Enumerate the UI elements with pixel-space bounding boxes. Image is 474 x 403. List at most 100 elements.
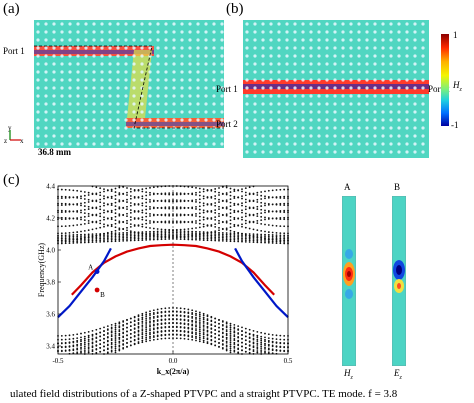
- bulk-band-point: [210, 342, 213, 345]
- bulk-band-point: [87, 235, 90, 237]
- bulk-band-point: [279, 232, 282, 235]
- bulk-band-point: [225, 340, 228, 343]
- bulk-band-point: [202, 211, 205, 214]
- bulk-band-point: [244, 222, 247, 225]
- bulk-band-point: [221, 235, 224, 237]
- bulk-band-point: [175, 337, 178, 340]
- bulk-band-point: [264, 344, 266, 346]
- bulk-band-point: [275, 224, 278, 227]
- bulk-band-point: [91, 221, 94, 224]
- bulk-band-point: [91, 193, 94, 196]
- bulk-band-point: [267, 203, 270, 205]
- bulk-band-point: [221, 320, 224, 323]
- bulk-band-point: [137, 236, 140, 238]
- bulk-band-point: [248, 351, 251, 354]
- bulk-band-point: [114, 215, 117, 218]
- bulk-band-point: [64, 204, 67, 206]
- colorbar-min: -1: [451, 120, 459, 130]
- bulk-band-point: [156, 233, 159, 236]
- bulk-band-point: [64, 242, 67, 245]
- bulk-band-point: [137, 239, 140, 242]
- bulk-band-point: [221, 207, 224, 210]
- bulk-band-point: [233, 195, 236, 198]
- bulk-band-point: [175, 221, 178, 224]
- inset-b-label: B: [394, 182, 401, 192]
- bulk-band-point: [279, 338, 282, 341]
- bulk-band-point: [233, 349, 236, 352]
- bulk-band-point: [225, 345, 228, 348]
- bulk-band-point: [202, 202, 205, 205]
- bulk-band-point: [110, 331, 113, 334]
- bulk-band-point: [145, 198, 148, 201]
- bulk-band-point: [206, 333, 209, 336]
- bulk-band-point: [233, 330, 236, 333]
- bulk-band-point: [283, 342, 286, 345]
- bulk-band-point: [233, 347, 236, 349]
- bulk-band-point: [114, 332, 117, 335]
- bulk-band-point: [233, 327, 236, 330]
- bulk-band-point: [252, 349, 255, 351]
- bulk-band-point: [83, 347, 86, 350]
- bulk-band-point: [133, 319, 136, 322]
- bulk-band-point: [149, 328, 151, 330]
- bulk-band-point: [99, 191, 102, 194]
- bulk-band-point: [198, 336, 201, 339]
- bulk-band-point: [221, 340, 224, 342]
- port1-a-label: Port 1: [3, 46, 25, 56]
- bulk-band-point: [110, 234, 113, 236]
- bulk-band-point: [129, 317, 132, 320]
- bulk-band-point: [106, 237, 109, 240]
- bulk-band-point: [118, 238, 121, 241]
- field-map-z-shaped: [34, 20, 224, 148]
- bulk-band-point: [260, 201, 263, 204]
- bulk-band-point: [87, 238, 90, 241]
- bulk-band-point: [260, 345, 263, 348]
- bulk-band-point: [145, 332, 148, 335]
- bulk-band-point: [160, 193, 163, 196]
- bulk-band-point: [137, 217, 140, 220]
- bulk-band-point: [260, 198, 263, 200]
- bulk-band-point: [264, 209, 266, 212]
- bulk-band-point: [118, 206, 121, 209]
- bulk-band-point: [149, 191, 151, 194]
- bulk-band-point: [175, 199, 178, 202]
- bulk-band-point: [129, 325, 132, 327]
- bulk-band-point: [283, 188, 286, 191]
- bulk-band-point: [198, 187, 201, 190]
- bulk-band-point: [145, 315, 148, 318]
- bulk-band-point: [214, 231, 217, 234]
- bulk-band-point: [225, 232, 228, 234]
- bulk-band-point: [164, 193, 167, 196]
- bulk-band-point: [187, 320, 190, 322]
- bulk-band-point: [137, 234, 140, 237]
- bulk-band-point: [195, 193, 197, 196]
- bulk-band-point: [118, 235, 121, 238]
- bulk-band-point: [198, 313, 201, 316]
- bulk-band-point: [133, 231, 136, 234]
- bulk-band-point: [195, 191, 197, 194]
- bulk-band-point: [160, 323, 163, 326]
- bulk-band-point: [244, 350, 247, 353]
- bulk-band-point: [160, 334, 163, 337]
- bulk-band-point: [133, 237, 136, 240]
- bulk-band-point: [114, 194, 117, 197]
- bulk-band-point: [275, 234, 278, 237]
- bulk-band-point: [271, 210, 274, 213]
- bulk-band-point: [198, 215, 201, 218]
- bulk-band-point: [279, 197, 282, 199]
- colorbar: [441, 34, 449, 126]
- bulk-band-point: [229, 332, 232, 335]
- bulk-band-point: [206, 189, 209, 192]
- bulk-band-point: [198, 219, 201, 222]
- bulk-band-point: [126, 201, 128, 203]
- bulk-band-point: [195, 220, 197, 222]
- bulk-band-point: [202, 325, 205, 328]
- bulk-band-point: [191, 206, 194, 209]
- bulk-band-point: [103, 190, 105, 193]
- bulk-band-point: [137, 325, 140, 328]
- bulk-band-point: [198, 194, 201, 197]
- bulk-band-point: [187, 335, 190, 338]
- bulk-band-point: [202, 209, 205, 212]
- bulk-band-point: [152, 313, 155, 316]
- bulk-band-point: [233, 197, 236, 200]
